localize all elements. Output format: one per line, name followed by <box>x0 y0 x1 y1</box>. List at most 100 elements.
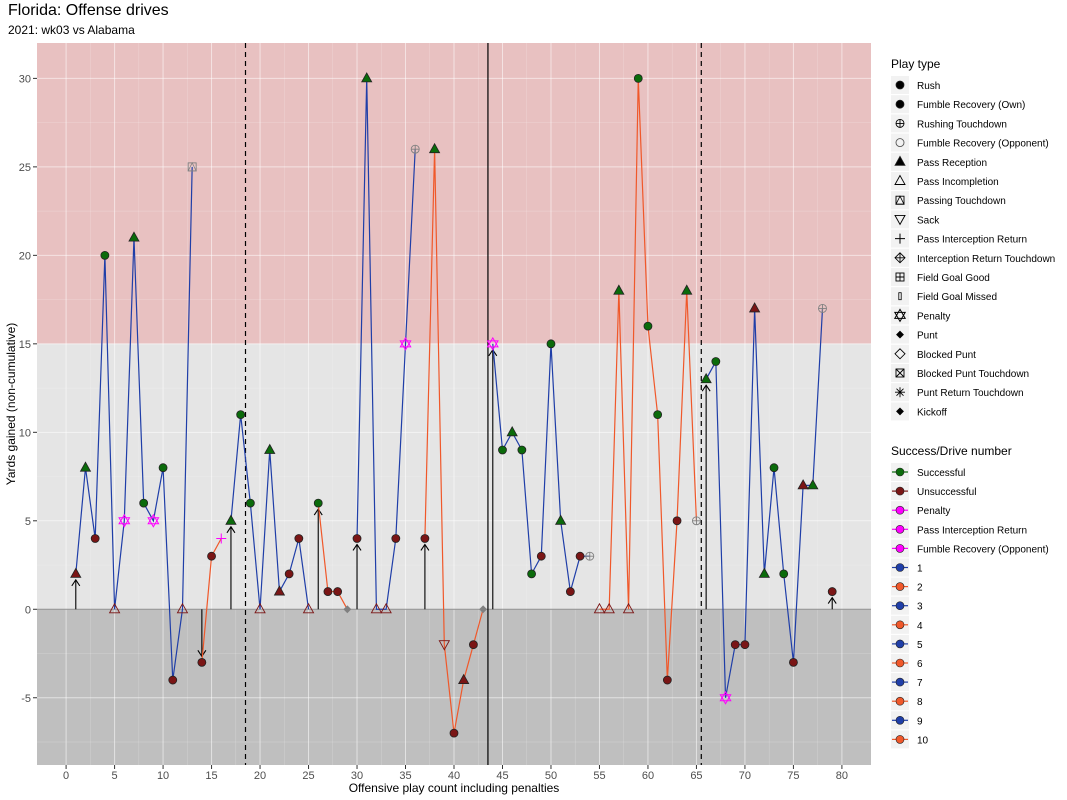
marker-up-triangle <box>486 336 499 348</box>
play-marker <box>622 602 635 614</box>
play-marker <box>486 336 499 351</box>
legend-key-dot <box>895 486 905 496</box>
legend-key-dot <box>895 639 905 649</box>
y-axis-title: Yards gained (non-cumulative) <box>4 323 18 486</box>
legend-item-label: 4 <box>917 621 923 632</box>
play-marker <box>740 640 750 650</box>
x-tick-label: 30 <box>351 770 363 782</box>
play-marker <box>653 410 663 420</box>
legend-item-label: Blocked Punt <box>917 350 976 361</box>
legend-key <box>891 306 909 325</box>
legend-key <box>891 287 909 306</box>
marker-cross <box>896 119 904 128</box>
play-marker <box>118 513 131 528</box>
x-tick-label: 80 <box>836 770 848 782</box>
legend-key-icon <box>896 330 904 339</box>
chart-subtitle: 2021: wk03 vs Alabama <box>8 23 135 37</box>
play-marker <box>575 551 585 561</box>
grid-lines <box>37 43 871 765</box>
legend-key-dot <box>895 696 905 706</box>
legend-key-icon <box>894 155 906 166</box>
play-marker <box>254 602 266 614</box>
legend-item-label: Punt <box>917 331 938 342</box>
play-marker <box>158 463 168 473</box>
play-marker <box>294 534 304 543</box>
play-marker <box>245 498 255 508</box>
legend-item-label: Pass Interception Return <box>917 235 1027 246</box>
play-marker <box>70 567 82 578</box>
play-marker <box>391 534 401 543</box>
legend-item-label: Pass Interception Return <box>917 525 1027 536</box>
legend-key-dot <box>895 524 905 534</box>
play-marker <box>370 602 383 614</box>
play-marker <box>187 161 197 172</box>
x-tick-label: 45 <box>496 770 508 782</box>
legend-key-dot <box>895 505 905 515</box>
legend-key-dot <box>895 563 905 572</box>
legend-key-dot <box>895 677 905 687</box>
play-marker <box>302 602 315 614</box>
marker-cross <box>818 304 827 313</box>
legend-item-label: Fumble Recovery (Opponent) <box>917 544 1049 555</box>
legend-item-label: Successful <box>917 468 965 479</box>
legend-success-drive: Success/Drive number Successful Unsuccessf… <box>891 444 1049 749</box>
play-marker <box>168 675 178 685</box>
marker-inner-triangle <box>895 195 905 205</box>
legend-play-type-title: Play type <box>891 57 941 71</box>
marker-up-triangle <box>719 690 732 702</box>
play-marker <box>313 498 323 508</box>
drive-start-arrow-head <box>420 543 430 551</box>
legend-key-icon <box>895 99 905 109</box>
legend-item-label: Kickoff <box>917 407 947 418</box>
play-marker <box>779 569 789 579</box>
legend-key <box>891 210 909 229</box>
x-tick-label: 25 <box>302 770 314 782</box>
play-marker <box>643 321 653 331</box>
drive-start-arrow-head <box>827 596 837 604</box>
x-tick-label: 60 <box>642 770 654 782</box>
legend-item-label: 1 <box>917 564 923 575</box>
marker-cross <box>411 145 420 154</box>
play-marker <box>827 587 837 596</box>
x-tick-label: 35 <box>399 770 411 782</box>
legend-item-label: Rushing Touchdown <box>917 119 1007 130</box>
legend-key-icon <box>895 368 905 378</box>
legend-key-dot <box>895 620 905 630</box>
y-tick-label: 10 <box>19 427 31 439</box>
play-marker <box>498 445 507 455</box>
marker-down-triangle <box>118 517 131 528</box>
play-marker <box>428 142 441 154</box>
marker-down-triangle <box>486 340 499 351</box>
chart-title: Florida: Offense drives <box>8 2 169 19</box>
legend-key-icon <box>893 308 907 323</box>
play-marker <box>352 534 362 543</box>
legend-key-icon <box>895 195 905 205</box>
drive-start-arrow-head <box>71 578 81 587</box>
play-marker <box>264 443 276 454</box>
play-marker <box>554 514 567 525</box>
play-marker <box>603 602 615 614</box>
drive-start-arrow-head <box>701 384 711 392</box>
play-marker <box>449 728 459 738</box>
play-marker <box>236 410 246 420</box>
play-marker <box>207 551 216 561</box>
play-marker <box>197 657 207 667</box>
play-marker <box>225 514 237 525</box>
play-marker <box>380 602 392 614</box>
play-marker <box>343 605 352 614</box>
legend-item-label: Penalty <box>917 506 950 517</box>
play-marker <box>176 602 189 614</box>
y-tick-label: 0 <box>25 604 31 616</box>
play-marker <box>458 673 470 684</box>
marker-up-triangle <box>118 513 131 525</box>
play-marker <box>672 516 682 526</box>
y-tick-label: 5 <box>25 516 31 528</box>
play-marker <box>527 569 536 579</box>
play-marker <box>333 587 343 596</box>
legend-item-label: 7 <box>917 678 923 689</box>
legend-item-label: 9 <box>917 716 923 727</box>
play-marker <box>593 602 606 614</box>
marker-x <box>895 368 905 378</box>
